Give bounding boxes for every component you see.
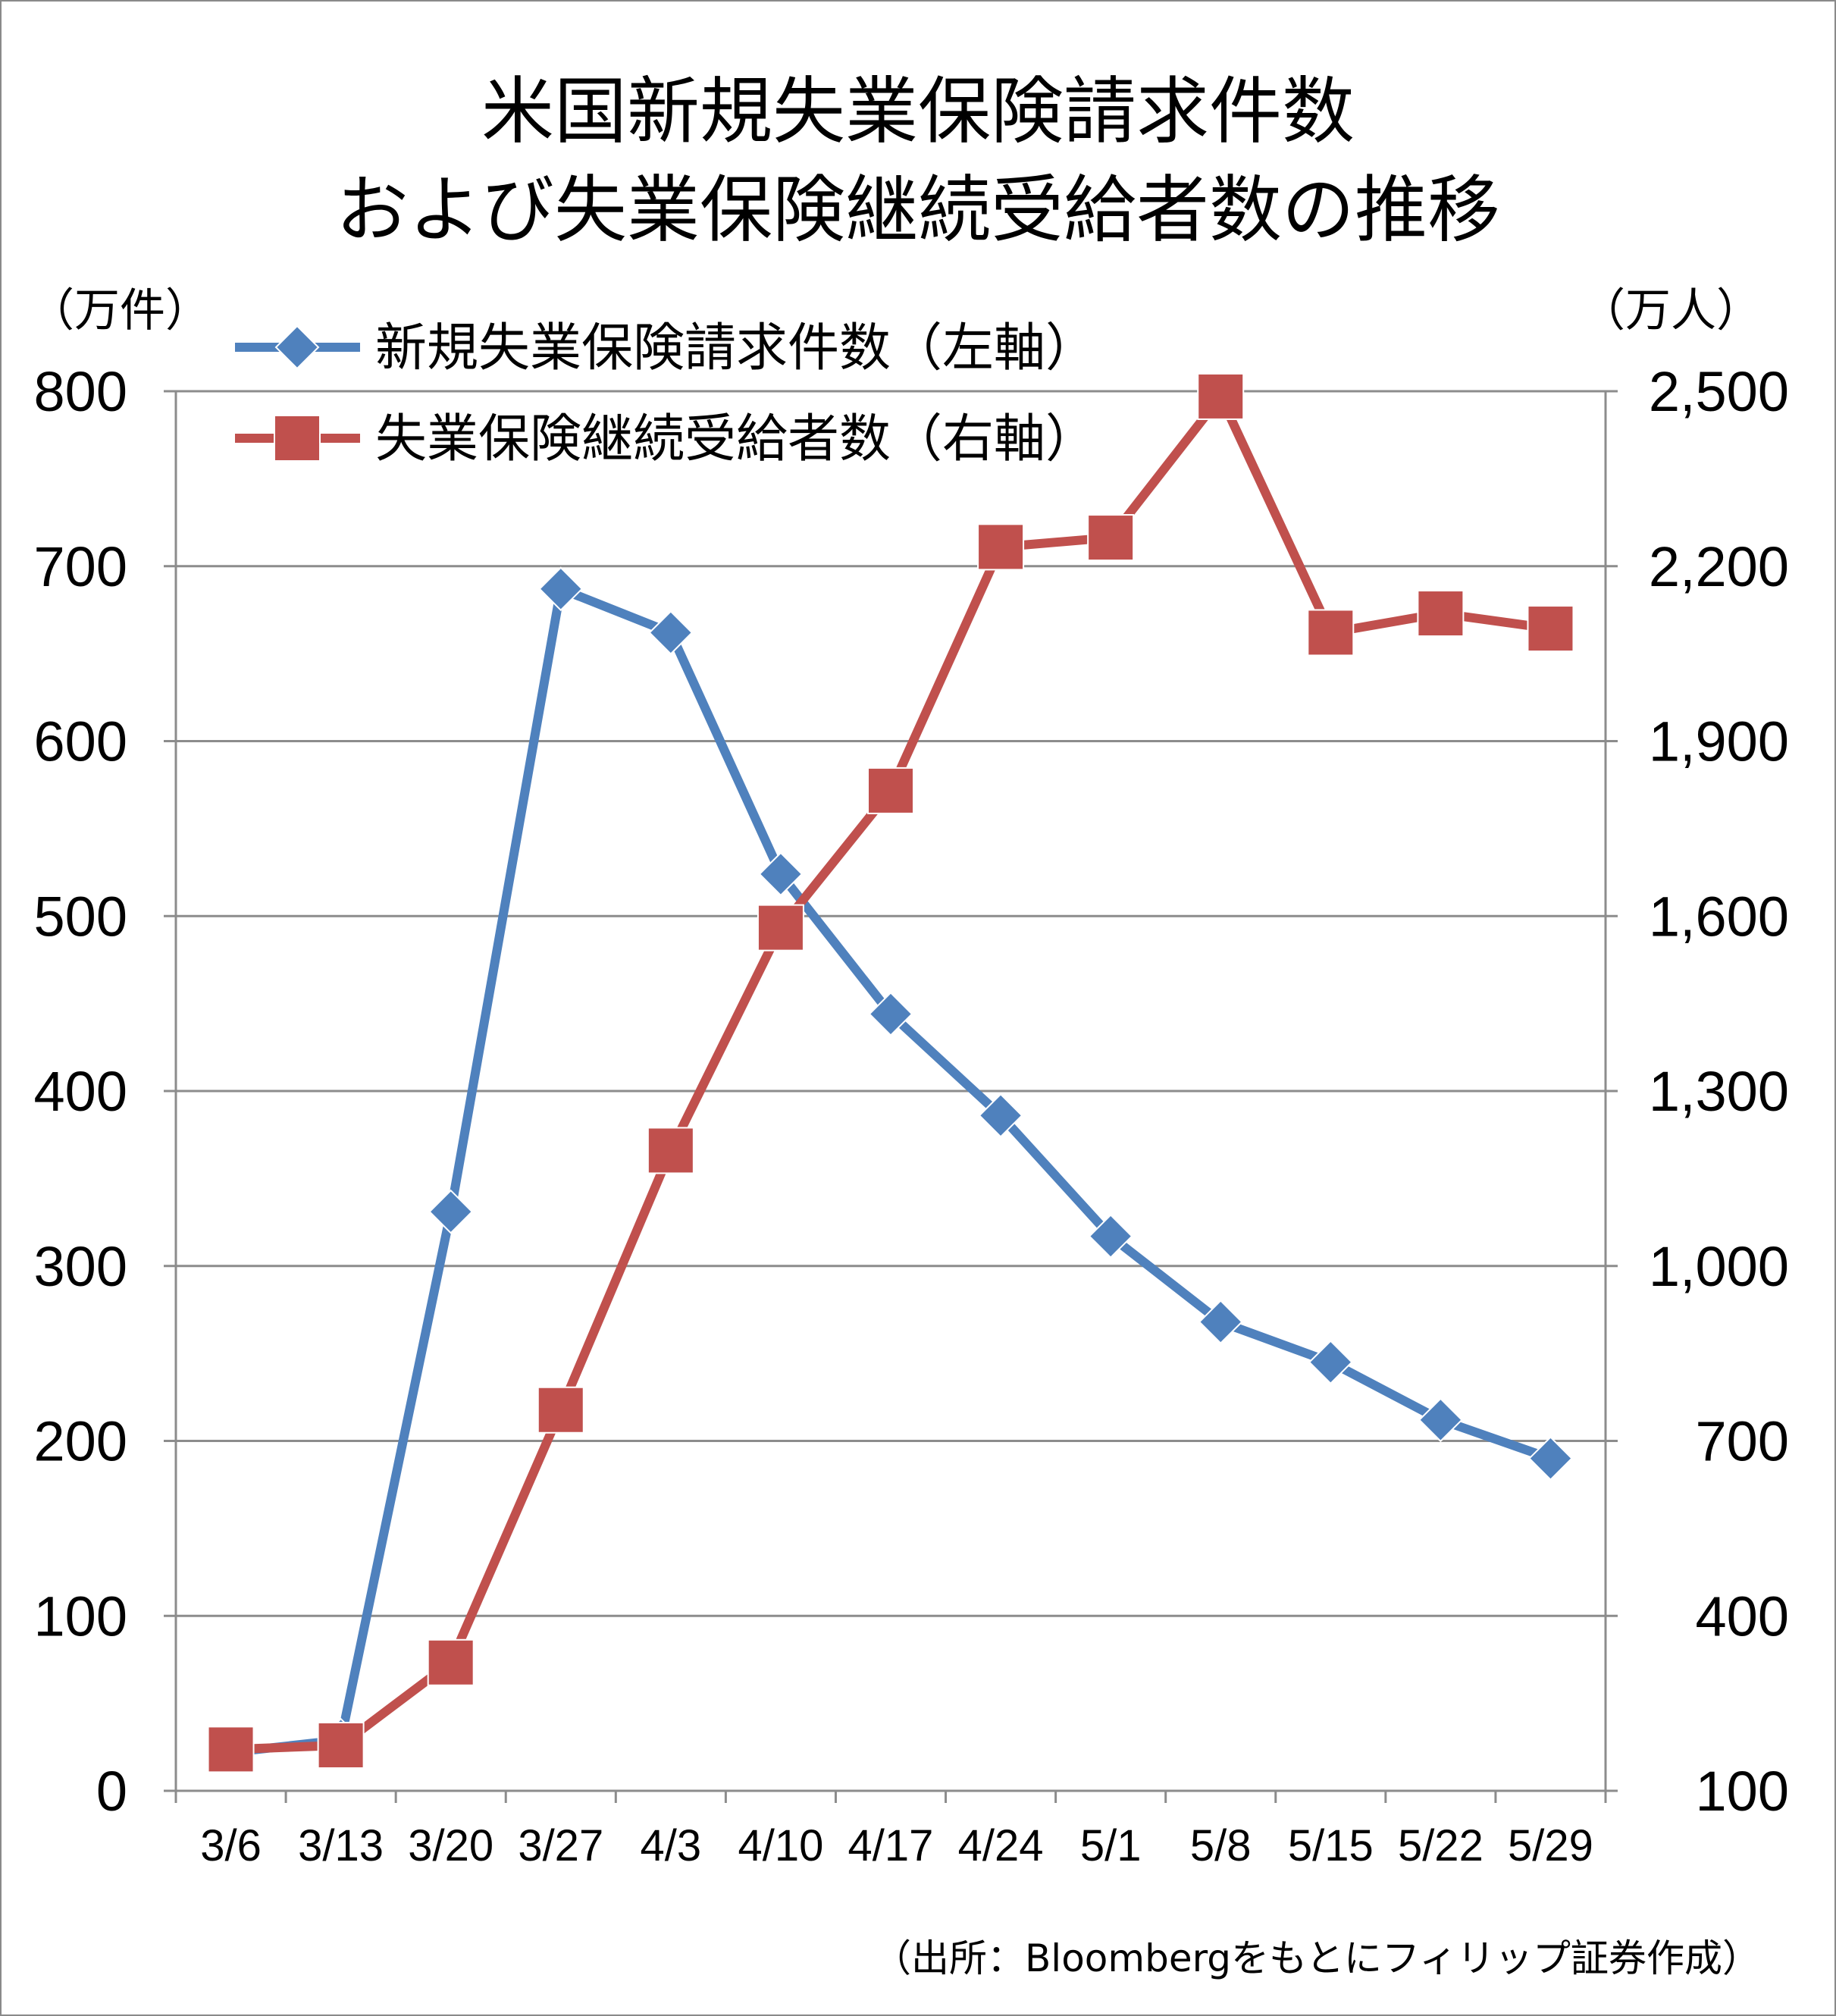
series-1-point (1528, 1436, 1573, 1481)
chart-title-line-2: および失業保険継続受給者数の推移 (336, 168, 1500, 252)
left-tick-label: 800 (34, 360, 127, 423)
x-tick-label: 4/3 (641, 1821, 702, 1870)
left-tick-label: 400 (34, 1060, 127, 1123)
series-1-point (1198, 1300, 1243, 1345)
series-1-point (868, 992, 913, 1036)
left-tick-label: 700 (34, 535, 127, 598)
legend-marker-2 (274, 415, 321, 462)
series-2-point (1417, 590, 1465, 638)
series-2-point (977, 523, 1025, 571)
series-1-point (758, 851, 804, 897)
source-note: （出所：Bloombergをもとにフィリップ証券作成） (873, 1936, 1760, 1980)
series-line-1 (230, 584, 1552, 1757)
series-2-point (537, 1386, 584, 1434)
x-tick-label: 5/8 (1190, 1821, 1252, 1870)
x-tick-label: 5/1 (1080, 1821, 1142, 1870)
series-2-point (1197, 372, 1245, 420)
legend: 新規失業保険請求件数（左軸） 失業保険継続受給者数（右軸） (235, 318, 1097, 469)
right-axis-unit: （万人） (1580, 284, 1762, 337)
left-tick-label: 200 (34, 1410, 127, 1473)
left-axis-unit: （万件） (29, 284, 211, 337)
chart-title-line-1: 米国新規失業保険請求件数 (481, 69, 1355, 154)
x-tick-label: 5/15 (1288, 1821, 1374, 1870)
series-1-point (1308, 1340, 1353, 1385)
series-2-point (207, 1726, 255, 1773)
right-tick-label: 1,600 (1649, 885, 1789, 948)
x-tick-label: 5/22 (1398, 1821, 1484, 1870)
series-2-point (1087, 514, 1135, 562)
series-2-point (647, 1127, 694, 1174)
gridlines (176, 390, 1606, 1617)
right-tick-label: 2,200 (1649, 535, 1789, 598)
x-tick-label: 3/13 (298, 1821, 384, 1870)
legend-label-1: 新規失業保険請求件数（左軸） (375, 318, 1097, 378)
x-tick-label: 4/17 (848, 1821, 934, 1870)
right-tick-label: 1,300 (1649, 1060, 1789, 1123)
series-1-point (538, 566, 584, 612)
left-tick-label: 100 (34, 1585, 127, 1648)
axes (164, 390, 1618, 1803)
right-tick-label: 2,500 (1649, 360, 1789, 423)
x-tick-label: 5/29 (1508, 1821, 1593, 1870)
series-1-point (428, 1189, 474, 1234)
series-1-point (978, 1093, 1023, 1138)
x-tick-label: 3/27 (518, 1821, 603, 1870)
series-2-point (1527, 605, 1574, 653)
series-2-point (1307, 609, 1355, 657)
left-tick-label: 300 (34, 1235, 127, 1298)
right-tick-label: 1,900 (1649, 710, 1789, 773)
x-tick-label: 3/6 (200, 1821, 262, 1870)
series-2-point (317, 1722, 365, 1770)
series-2-point (757, 904, 804, 952)
left-tick-label: 500 (34, 885, 127, 948)
series-1-point (1418, 1397, 1463, 1443)
left-tick-label: 600 (34, 710, 127, 773)
x-tick-label: 4/24 (958, 1821, 1044, 1870)
plot-area (207, 372, 1574, 1775)
series-1-point (648, 610, 694, 655)
legend-label-2: 失業保険継続受給者数（右軸） (375, 409, 1097, 469)
right-tick-label: 100 (1696, 1760, 1789, 1823)
legend-marker-1 (274, 325, 320, 370)
series-1-point (1088, 1214, 1133, 1259)
left-tick-label: 0 (96, 1760, 127, 1823)
right-tick-label: 400 (1696, 1585, 1789, 1648)
tick-labels: 0 100 100 400 200 700 300 1,000 400 1,300 500 1,600… (34, 360, 1789, 1870)
right-tick-label: 700 (1696, 1410, 1789, 1473)
x-tick-label: 3/20 (408, 1821, 493, 1870)
right-tick-label: 1,000 (1649, 1235, 1789, 1298)
series-2-point (867, 767, 914, 814)
x-tick-label: 4/10 (738, 1821, 823, 1870)
series-2-point (427, 1638, 475, 1686)
series-line-2 (230, 391, 1552, 1754)
